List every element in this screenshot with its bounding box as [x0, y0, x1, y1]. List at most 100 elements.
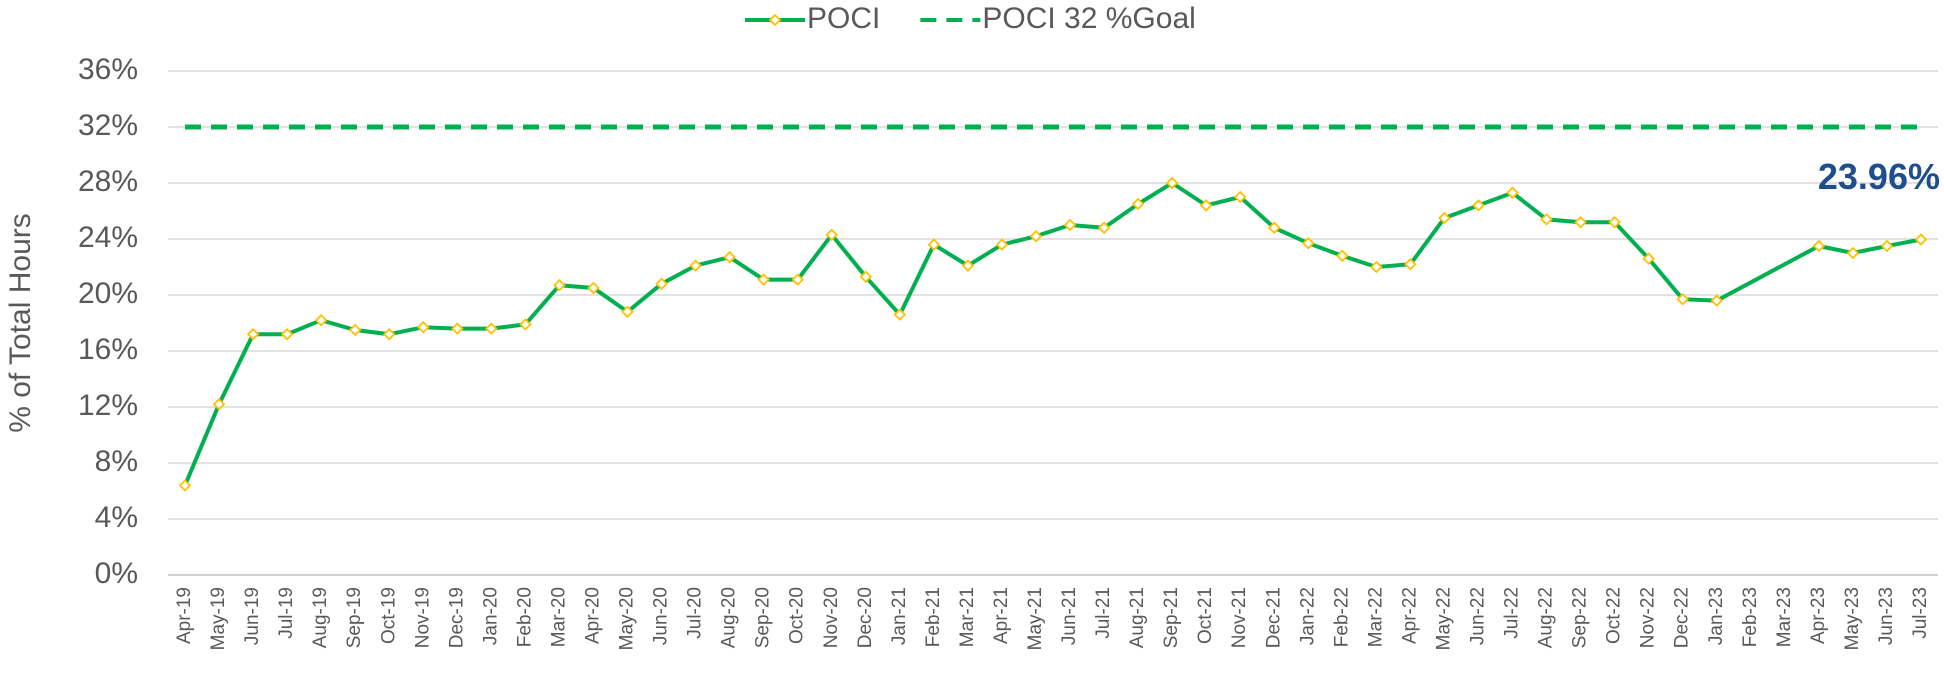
x-tick-label: Apr-22 — [1399, 587, 1420, 644]
y-tick-label: 36% — [78, 53, 138, 86]
marker — [995, 238, 1009, 251]
x-tick-label: Jul-23 — [1910, 587, 1931, 639]
x-tick-label: Jun-23 — [1876, 587, 1897, 645]
x-tick-label: Feb-23 — [1740, 587, 1761, 647]
marker — [1880, 239, 1894, 253]
x-tick-label: Mar-20 — [548, 587, 569, 647]
x-tick-label: Dec-20 — [855, 587, 876, 648]
marker — [1165, 176, 1179, 190]
y-tick-label: 32% — [78, 109, 138, 142]
marker — [1574, 215, 1587, 229]
x-tick-label: Jul-20 — [685, 587, 706, 639]
marker — [1097, 221, 1111, 235]
marker — [1506, 186, 1519, 200]
y-tick-label: 20% — [78, 277, 138, 310]
x-tick-label: Mar-22 — [1365, 587, 1386, 647]
marker — [1131, 197, 1145, 211]
x-tick-label: May-21 — [1025, 587, 1046, 650]
marker — [1710, 294, 1724, 307]
x-tick-label: Jan-20 — [480, 587, 501, 645]
marker — [212, 397, 226, 411]
marker — [825, 228, 839, 242]
x-tick-label: Feb-22 — [1331, 587, 1352, 647]
x-tick-label: Jun-21 — [1059, 587, 1080, 645]
marker — [927, 238, 941, 251]
marker — [485, 322, 498, 335]
x-tick-label: May-20 — [617, 587, 638, 650]
legend-marker — [768, 13, 782, 27]
x-tick-label: Mar-23 — [1774, 587, 1795, 647]
marker — [1233, 190, 1247, 204]
marker — [1812, 239, 1826, 253]
x-tick-label: Jul-19 — [276, 587, 297, 639]
x-tick-label: Nov-21 — [1229, 587, 1250, 648]
marker — [893, 308, 907, 321]
marker — [1438, 211, 1451, 225]
x-tick-label: Aug-22 — [1536, 587, 1557, 648]
y-tick-label: 0% — [95, 557, 138, 590]
marker — [655, 277, 668, 291]
marker — [1404, 257, 1417, 271]
x-tick-label: Feb-21 — [923, 587, 944, 647]
x-tick-label: Oct-20 — [787, 587, 808, 644]
y-tick-label: 28% — [78, 165, 138, 198]
x-tick-label: Dec-22 — [1672, 587, 1693, 648]
x-tick-label: Oct-19 — [378, 587, 399, 644]
x-tick-label: Oct-22 — [1604, 587, 1625, 644]
x-tick-label: Jan-21 — [889, 587, 910, 645]
legend-label: POCI 32 %Goal — [982, 2, 1195, 35]
value-label: 23.96% — [1818, 156, 1940, 197]
x-tick-label: Jan-23 — [1706, 587, 1727, 645]
x-tick-label: May-19 — [208, 587, 229, 650]
x-tick-label: Dec-19 — [446, 587, 467, 648]
marker — [1063, 218, 1077, 232]
marker — [382, 327, 396, 341]
x-tick-label: Apr-23 — [1808, 587, 1829, 644]
marker — [1302, 236, 1315, 250]
y-tick-label: 4% — [95, 501, 138, 534]
x-tick-label: May-22 — [1433, 587, 1454, 650]
marker — [689, 259, 702, 272]
marker — [859, 270, 873, 284]
x-tick-label: Dec-21 — [1263, 587, 1284, 648]
y-tick-label: 12% — [78, 389, 138, 422]
x-tick-label: Jul-22 — [1502, 587, 1523, 639]
x-tick-label: Sep-21 — [1161, 587, 1182, 648]
marker — [1336, 249, 1349, 263]
marker — [723, 250, 736, 264]
marker — [1199, 199, 1213, 212]
x-tick-label: Sep-20 — [753, 587, 774, 648]
marker — [1914, 233, 1928, 246]
x-tick-label: Nov-22 — [1638, 587, 1659, 648]
x-tick-label: Sep-22 — [1570, 587, 1591, 648]
marker — [587, 281, 600, 295]
marker — [1642, 252, 1655, 265]
x-tick-label: Jul-21 — [1093, 587, 1114, 639]
x-tick-label: Nov-20 — [821, 587, 842, 648]
y-tick-label: 24% — [78, 221, 138, 254]
marker — [519, 318, 532, 331]
x-tick-label: Oct-21 — [1195, 587, 1216, 644]
marker — [791, 273, 804, 286]
x-tick-label: May-23 — [1842, 587, 1863, 650]
marker — [280, 327, 294, 341]
gap-connector — [1715, 244, 1820, 303]
marker — [1267, 221, 1281, 235]
marker — [1846, 246, 1860, 260]
marker — [1540, 213, 1553, 226]
x-tick-label: Aug-20 — [719, 587, 740, 648]
x-tick-label: Aug-21 — [1127, 587, 1148, 648]
marker — [1608, 215, 1621, 229]
marker — [314, 313, 328, 327]
marker — [621, 305, 634, 319]
marker — [451, 322, 464, 335]
marker — [1370, 260, 1383, 274]
series-line — [183, 180, 1717, 487]
marker — [961, 259, 975, 272]
marker — [178, 479, 192, 492]
marker — [1472, 199, 1485, 212]
marker — [246, 327, 260, 341]
x-tick-label: Jun-19 — [242, 587, 263, 645]
marker — [757, 273, 770, 286]
